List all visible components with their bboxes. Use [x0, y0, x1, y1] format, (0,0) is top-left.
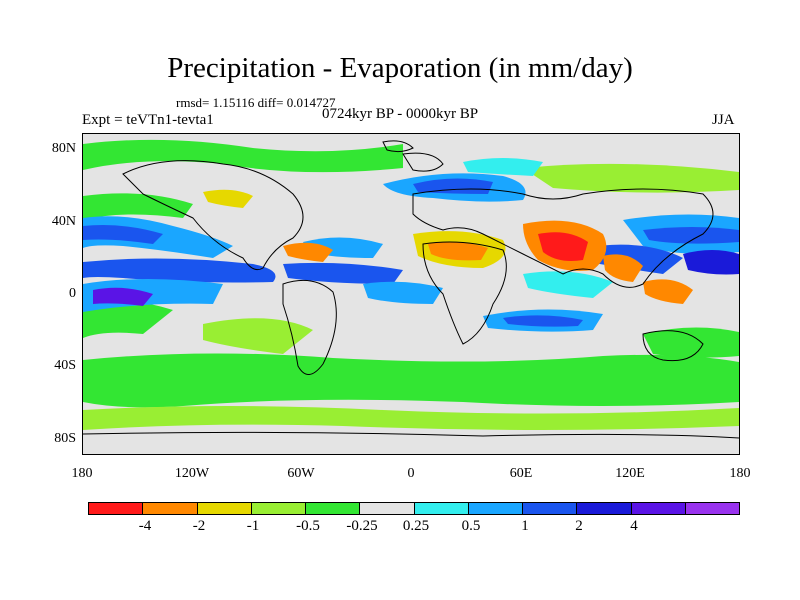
- field-red-monsoon: [203, 189, 693, 304]
- colorbar-swatch: [143, 503, 198, 514]
- map-panel: [82, 133, 740, 455]
- colorbar-swatch: [89, 503, 144, 514]
- y-tick-label: 80S: [54, 431, 76, 446]
- colorbar-swatch: [523, 503, 578, 514]
- colorbar-label: -0.25: [346, 518, 378, 534]
- colorbar-label: -0.5: [296, 518, 320, 534]
- colorbar-label: 4: [630, 518, 638, 534]
- period-label: 0724kyr BP - 0000kyr BP: [322, 106, 479, 122]
- colorbar-swatch: [306, 503, 361, 514]
- x-tick-label: 180: [729, 466, 751, 481]
- y-tick-label: 0: [69, 286, 76, 301]
- figure-title: Precipitation - Evaporation (in mm/day): [167, 52, 633, 84]
- field-green-south: [83, 300, 739, 430]
- coastlines: [83, 140, 739, 439]
- colorbar-swatch: [360, 503, 415, 514]
- colorbar: [88, 502, 740, 515]
- field-green-north: [83, 139, 739, 220]
- colorbar-label: 2: [575, 518, 583, 534]
- colorbar-label: 0.5: [461, 518, 481, 534]
- x-tick-label: 0: [407, 466, 415, 481]
- y-tick-label: 40S: [54, 358, 76, 373]
- precip-evap-map: [83, 134, 739, 454]
- colorbar-swatch: [414, 503, 469, 514]
- colorbar-swatch: [468, 503, 523, 514]
- season-label: JJA: [712, 112, 735, 128]
- colorbar-swatch: [631, 503, 686, 514]
- colorbar-label: -2: [192, 518, 206, 534]
- colorbar-swatch: [577, 503, 632, 514]
- field-itcz: [83, 237, 739, 332]
- stats-text: rmsd= 1.15116 diff= 0.014727: [176, 95, 336, 110]
- field-blue-north-atlantic: [383, 158, 543, 202]
- x-tick-label: 120W: [174, 466, 210, 481]
- x-tick-label: 60E: [509, 466, 533, 481]
- experiment-label: Expt = teVTn1-tevta1: [82, 112, 214, 128]
- x-tick-label: 60W: [287, 466, 315, 481]
- colorbar-label: 0.25: [402, 518, 430, 534]
- colorbar-label: -4: [138, 518, 152, 534]
- colorbar-label: -1: [246, 518, 260, 534]
- y-tick-label: 40N: [51, 214, 76, 229]
- colorbar-swatch: [251, 503, 306, 514]
- colorbar-swatch: [197, 503, 252, 514]
- colorbar-swatch: [685, 503, 739, 514]
- x-tick-label: 120E: [615, 466, 645, 481]
- y-tick-label: 80N: [51, 141, 76, 156]
- x-tick-label: 180: [71, 466, 93, 481]
- colorbar-label: 1: [521, 518, 529, 534]
